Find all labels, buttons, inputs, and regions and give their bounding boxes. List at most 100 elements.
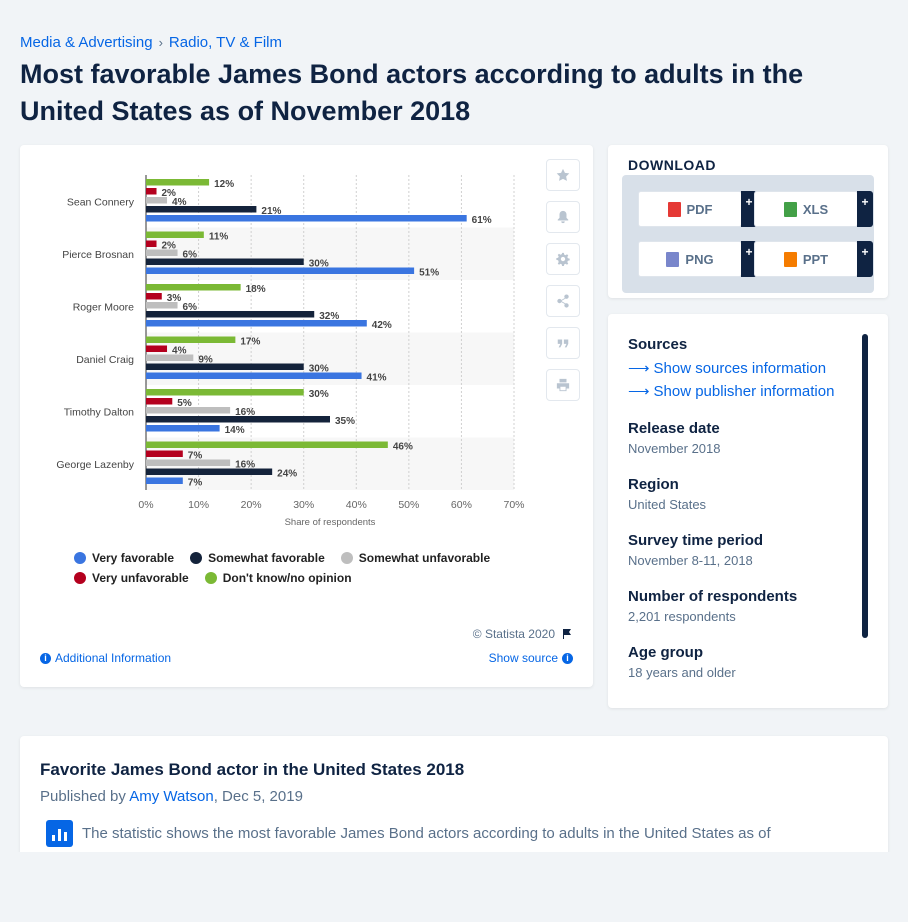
legend-label: Very favorable xyxy=(92,551,175,565)
arrow-right-icon: ⟶ xyxy=(628,360,650,377)
data-label: 30% xyxy=(309,259,329,270)
plus-icon[interactable]: + xyxy=(741,241,757,277)
download-ppt-label: PPT xyxy=(802,251,829,267)
ppt-file-icon xyxy=(783,251,797,267)
page-title: Most favorable James Bond actors accordi… xyxy=(20,59,804,126)
star-icon xyxy=(556,168,570,181)
data-label: 9% xyxy=(198,355,213,366)
download-xls-label: XLS xyxy=(802,201,829,217)
author-link[interactable]: Amy Watson xyxy=(129,788,214,805)
xls-file-icon xyxy=(783,201,797,217)
show-publisher-link[interactable]: ⟶ Show publisher information xyxy=(628,382,860,401)
bar xyxy=(146,416,330,423)
additional-information-label: Additional Information xyxy=(55,651,172,665)
data-label: 30% xyxy=(309,364,329,375)
notification-button[interactable] xyxy=(546,201,580,233)
copyright-text: © Statista 2020 xyxy=(472,627,555,641)
download-panel: PDF + XLS + PNG + PPT + xyxy=(622,175,874,293)
data-label: 6% xyxy=(183,302,198,313)
bar xyxy=(146,389,304,396)
show-sources-link[interactable]: ⟶ Show sources information xyxy=(628,359,860,378)
survey-period-value: November 8-11, 2018 xyxy=(628,553,753,568)
data-label: 7% xyxy=(188,478,203,489)
copyright-notice: © Statista 2020 xyxy=(473,627,573,641)
download-ppt-button[interactable]: PPT + xyxy=(754,241,873,277)
chart-toolbar xyxy=(546,159,582,411)
print-icon xyxy=(556,378,570,392)
settings-button[interactable] xyxy=(546,243,580,275)
page-footer-band xyxy=(0,852,908,922)
legend-dot xyxy=(74,552,86,564)
sources-content: Sources ⟶ Show sources information ⟶ Sho… xyxy=(628,336,860,680)
legend-item-very-unfavorable[interactable]: Very unfavorable xyxy=(74,571,189,585)
download-pdf-label: PDF xyxy=(686,201,713,217)
data-label: 2% xyxy=(162,241,177,252)
category-label: Timothy Dalton xyxy=(64,407,134,419)
tick-label: 50% xyxy=(398,499,419,511)
plus-icon[interactable]: + xyxy=(857,241,873,277)
category-label: Pierce Brosnan xyxy=(62,249,134,261)
bar xyxy=(146,284,241,291)
legend-dot xyxy=(190,552,203,564)
plus-icon[interactable]: + xyxy=(857,191,873,227)
bar xyxy=(146,441,388,448)
bar xyxy=(146,188,157,195)
data-label: 12% xyxy=(214,179,234,190)
bar xyxy=(146,336,236,343)
tick-label: 60% xyxy=(451,499,472,511)
respondents-value: 2,201 respondents xyxy=(628,609,736,624)
share-button[interactable] xyxy=(546,285,580,317)
description-title: Favorite James Bond actor in the United … xyxy=(40,760,465,779)
legend-label: Don't know/no opinion xyxy=(222,571,352,585)
legend-item-no-opinion[interactable]: Don't know/no opinion xyxy=(204,571,352,585)
legend-dot xyxy=(74,572,86,584)
png-file-icon xyxy=(666,251,680,267)
sources-scrollbar[interactable] xyxy=(862,334,868,638)
print-button[interactable] xyxy=(546,369,580,401)
gear-icon xyxy=(556,252,570,266)
legend-item-very-favorable[interactable]: Very favorable xyxy=(74,551,174,565)
legend-label: Somewhat unfavorable xyxy=(358,551,491,565)
bar xyxy=(146,240,157,247)
plus-icon[interactable]: + xyxy=(741,191,757,227)
legend-item-somewhat-favorable[interactable]: Somewhat favorable xyxy=(190,551,325,565)
flag-icon[interactable] xyxy=(561,628,573,640)
data-label: 6% xyxy=(183,250,198,261)
data-label: 42% xyxy=(372,320,392,331)
legend-dot xyxy=(340,552,353,564)
data-label: 16% xyxy=(235,460,255,471)
data-label: 17% xyxy=(240,337,260,348)
favorite-button[interactable] xyxy=(546,159,580,191)
bar xyxy=(146,345,168,352)
additional-information-link[interactable]: i Additional Information xyxy=(40,651,171,665)
scrollbar-thumb[interactable] xyxy=(862,334,868,638)
tick-label: 30% xyxy=(293,499,314,511)
bar xyxy=(146,215,467,222)
bar xyxy=(146,450,183,457)
quote-icon xyxy=(557,339,569,348)
data-label: 24% xyxy=(277,469,297,480)
download-pdf-button[interactable]: PDF + xyxy=(638,191,757,227)
pdf-file-icon xyxy=(667,201,681,217)
bar xyxy=(146,302,178,309)
legend-label: Somewhat favorable xyxy=(208,551,325,565)
published-date: , Dec 5, 2019 xyxy=(213,788,303,805)
data-label: 32% xyxy=(319,311,339,322)
survey-period-label: Survey time period xyxy=(628,532,764,549)
data-label: 51% xyxy=(419,268,439,279)
icon-bar xyxy=(52,835,55,841)
breadcrumb-item-media[interactable]: Media & Advertising xyxy=(20,34,153,51)
show-source-link[interactable]: Show source i xyxy=(489,651,573,665)
data-label: 18% xyxy=(246,284,266,295)
data-label: 30% xyxy=(309,389,329,400)
download-xls-button[interactable]: XLS + xyxy=(754,191,873,227)
data-label: 16% xyxy=(235,407,255,418)
breadcrumb-item-radio[interactable]: Radio, TV & Film xyxy=(168,34,283,51)
data-label: 11% xyxy=(209,232,229,243)
download-png-button[interactable]: PNG + xyxy=(638,241,757,277)
age-group-value: 18 years and older xyxy=(628,665,736,680)
bar xyxy=(146,320,367,327)
cite-button[interactable] xyxy=(546,327,580,359)
category-label: Daniel Craig xyxy=(76,354,134,366)
legend-item-somewhat-unfavorable[interactable]: Somewhat unfavorable xyxy=(340,551,491,565)
